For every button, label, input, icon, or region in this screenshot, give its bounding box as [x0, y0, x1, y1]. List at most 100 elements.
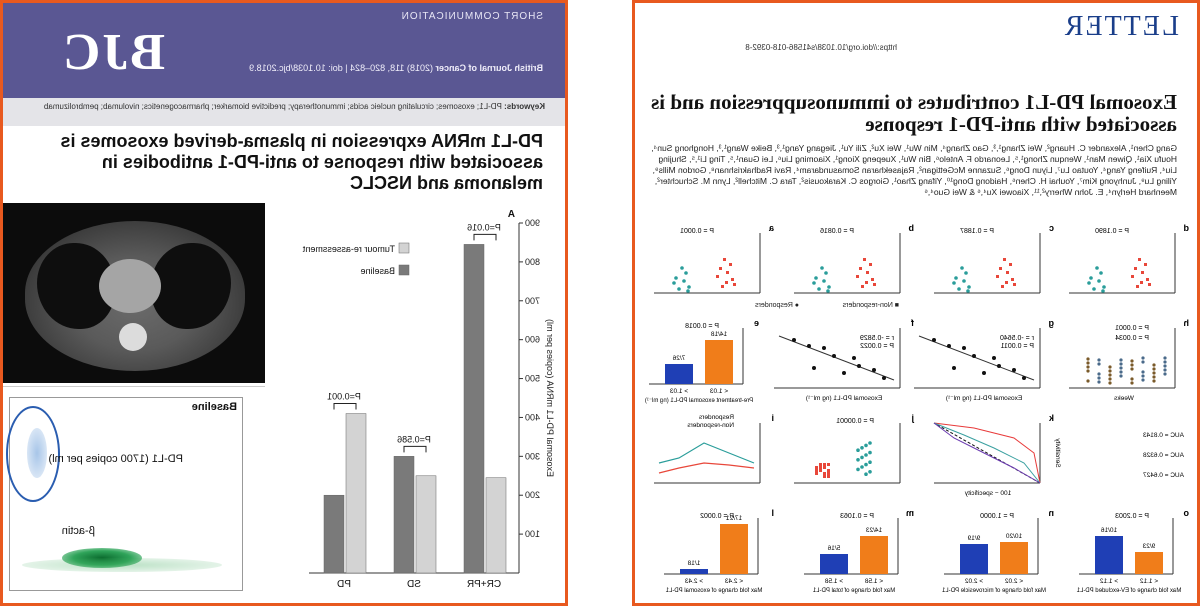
p-value-label: P=0.016: [467, 222, 501, 232]
orr-x-label-high: > 1.12: [1099, 578, 1118, 585]
data-point: [822, 346, 826, 350]
exosomal-pdl1-bar-chart: 100 200 300 400 500 600 700 800 900 Exosomal PD-L…: [302, 209, 555, 590]
ct-spine: [119, 323, 147, 351]
timepoint-dot: [1119, 374, 1123, 378]
nonresponder-point: [1011, 278, 1014, 281]
timepoint-dot: [1097, 376, 1101, 380]
timepoint-dot: [1141, 360, 1145, 364]
regression-line: [918, 335, 1035, 381]
ddpcr-pdl1-label: PD-L1 (1700 copies per ml): [48, 453, 183, 465]
panel-letter: j: [911, 413, 915, 423]
nonresponder-point: [823, 475, 826, 478]
responder-point: [814, 276, 818, 280]
orr-x-axis-title: Max fold change of EV-excluded PD-L1: [1076, 588, 1181, 594]
nonresponder-point: [1134, 267, 1137, 270]
timepoint-dot: [1163, 364, 1167, 368]
responder-point: [860, 455, 864, 460]
responder-point: [864, 462, 868, 467]
timepoint-dot: [1086, 361, 1090, 365]
timepoint-dot: [1152, 371, 1156, 375]
nonresponder-point: [871, 278, 874, 281]
nonresponder-point: [827, 469, 830, 472]
citation-journal: British Journal of Cancer: [435, 63, 543, 73]
nonresponder-point: [819, 469, 822, 472]
panel-letter: g: [1049, 318, 1055, 328]
panel-letter: d: [1184, 223, 1190, 233]
letter-title: Exosomal PD-L1 contributes to immunosupp…: [651, 90, 1177, 136]
timepoint-dot: [1108, 365, 1112, 369]
responder-point: [856, 458, 860, 462]
left-page-mirrored-content: SHORT COMMUNICATION BJC British Journal …: [3, 3, 565, 603]
nonresponder-point: [1141, 271, 1144, 274]
p-value-bracket: [473, 233, 497, 241]
journal-logo: BJC: [60, 24, 165, 81]
nonresponder-point: [1001, 285, 1004, 288]
panel-letter: e: [754, 318, 759, 328]
legend-swatch: [398, 242, 410, 254]
timepoint-dot: [1152, 367, 1156, 371]
correlation-p: P = 0.0022: [860, 343, 894, 350]
responder-point: [677, 287, 681, 291]
panel-letter: f: [910, 318, 914, 328]
y-tick-label: 100: [525, 529, 540, 539]
y-tick-label: 200: [525, 490, 540, 500]
panel-p-value: P = 0.0018: [685, 323, 719, 330]
responder-point: [684, 271, 688, 275]
timecourse-panel-h: h P = 0.0001 P = 0.0034 Weeks: [1069, 318, 1189, 402]
nonresponder-point: [721, 285, 724, 288]
responder-point: [1099, 271, 1103, 275]
bar-tumour-reassessment: [485, 477, 507, 574]
nonresponder-point: [719, 267, 722, 270]
data-point: [947, 344, 951, 348]
orr-x-label-low: < 2.43: [724, 578, 743, 585]
timepoint-dot: [1097, 358, 1101, 362]
data-point: [807, 344, 811, 348]
correlation-r: r = -0.5640: [1000, 335, 1034, 342]
data-point: [872, 368, 876, 372]
bar-baseline: [393, 456, 415, 574]
responder-point: [686, 289, 690, 293]
ddpcr-plot-frame: [6, 397, 243, 591]
responder-point: [1089, 276, 1093, 280]
orr-bar-low: [705, 340, 733, 384]
timepoint-dot: [1086, 357, 1090, 361]
responder-point: [962, 279, 966, 283]
responder-point: [1101, 289, 1105, 293]
panel-letter: k: [1048, 413, 1054, 423]
doi-line: https://doi.org/10.1038/s41586-018-0392-…: [745, 43, 897, 52]
pdl1-droplets: [27, 428, 47, 478]
timepoint-dot: [1130, 381, 1134, 385]
nonresponder-point: [823, 472, 826, 475]
timepoint-dot: [1119, 358, 1123, 362]
nonresponder-point: [996, 275, 999, 278]
panel-letter: i: [771, 413, 774, 423]
responder-point: [856, 467, 860, 472]
data-point: [852, 356, 856, 360]
figure-panels: d P = 0.1890 c P = 0.1887 b P = 0.0816 a P = 0.…: [645, 223, 1190, 594]
responder-point: [826, 289, 830, 293]
panel-p-value-2: P = 0.0034: [1115, 335, 1149, 342]
responders-line: [658, 442, 755, 464]
nonresponder-point: [1144, 263, 1147, 266]
scatter-panel-b: b P = 0.0816: [794, 223, 914, 294]
responder-point: [687, 285, 691, 289]
panel-p-value: P = 0.1063: [840, 513, 874, 520]
legend-responders: ● Responders: [755, 302, 799, 309]
nonresponder-point: [1005, 281, 1008, 284]
orr-x-label-low: < 1.58: [864, 578, 883, 585]
roc-curve-1: [933, 422, 1041, 484]
orr-fraction-high: 10/16: [1100, 527, 1117, 534]
x-tick-label: PD: [337, 579, 351, 590]
citation-details: (2018) 118, 820–824 | doi: 10.1038/bjc.2…: [249, 63, 433, 73]
nonresponder-point: [723, 258, 726, 261]
responder-point: [824, 271, 828, 275]
p-value-bracket: [333, 403, 357, 410]
orr-x-axis-title: Max fold change of total PD-L1: [812, 588, 895, 594]
nonresponder-point: [1013, 283, 1016, 286]
y-tick-label: 900: [525, 218, 540, 228]
data-point: [982, 371, 986, 375]
panel-x-axis-title: Weeks: [1113, 395, 1133, 402]
responder-point: [868, 470, 872, 474]
legend-nonresponders-i: Non-responders: [687, 422, 734, 429]
